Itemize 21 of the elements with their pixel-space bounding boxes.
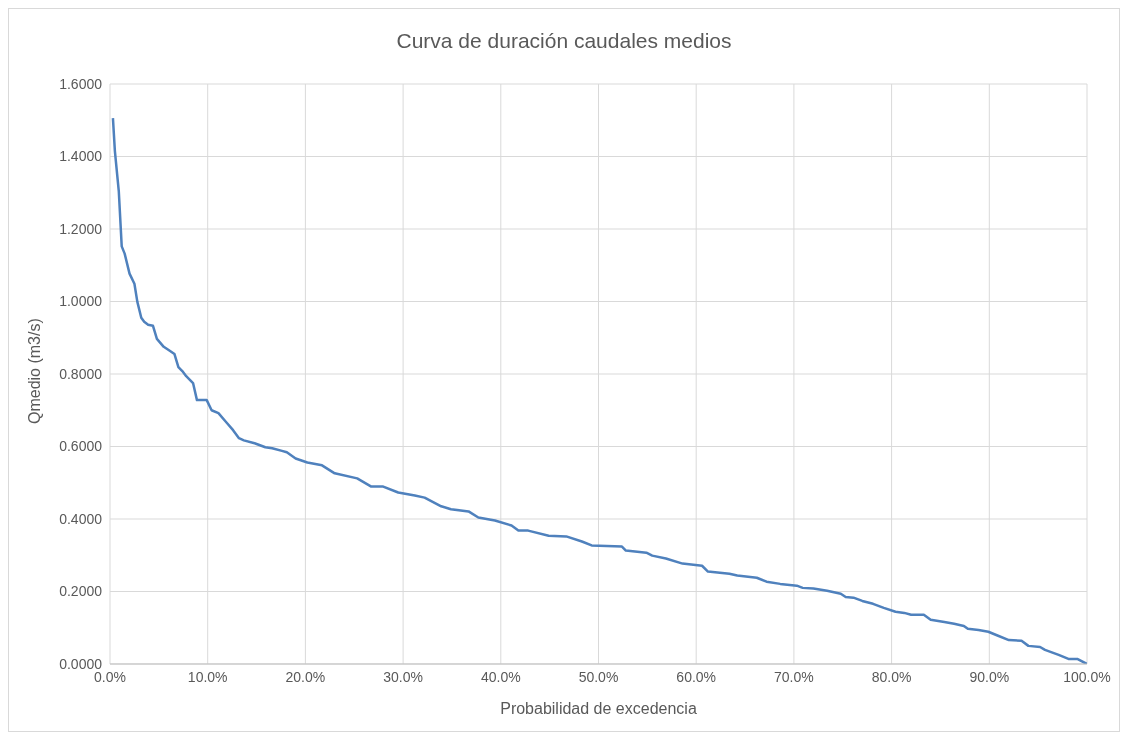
- y-tick-label: 0.4000: [59, 510, 103, 527]
- x-tick-label: 10.0%: [187, 668, 228, 685]
- y-tick-label: 1.4000: [59, 148, 103, 165]
- y-tick-label: 1.0000: [59, 293, 103, 310]
- y-tick-label: 0.2000: [59, 583, 103, 600]
- x-tick-label: 90.0%: [969, 668, 1010, 685]
- x-tick-label: 30.0%: [383, 668, 423, 685]
- x-tick-label: 60.0%: [676, 668, 717, 685]
- y-tick-label: 1.6000: [59, 75, 103, 92]
- x-tick-label: 80.0%: [871, 668, 912, 685]
- y-tick-label: 1.2000: [59, 220, 103, 237]
- x-tick-label: 70.0%: [774, 668, 814, 685]
- chart-title: Curva de duración caudales medios: [395, 28, 733, 54]
- y-tick-label: 0.6000: [59, 438, 103, 455]
- x-tick-label: 100.0%: [1063, 668, 1111, 685]
- x-tick-label: 20.0%: [285, 668, 326, 685]
- x-tick-label: 40.0%: [480, 668, 521, 685]
- x-tick-label: 50.0%: [578, 668, 619, 685]
- y-axis-title: Qmedio (m3/s): [25, 318, 43, 424]
- x-axis-title: Probabilidad de excedencia: [500, 700, 697, 717]
- y-tick-label: 0.8000: [59, 365, 103, 382]
